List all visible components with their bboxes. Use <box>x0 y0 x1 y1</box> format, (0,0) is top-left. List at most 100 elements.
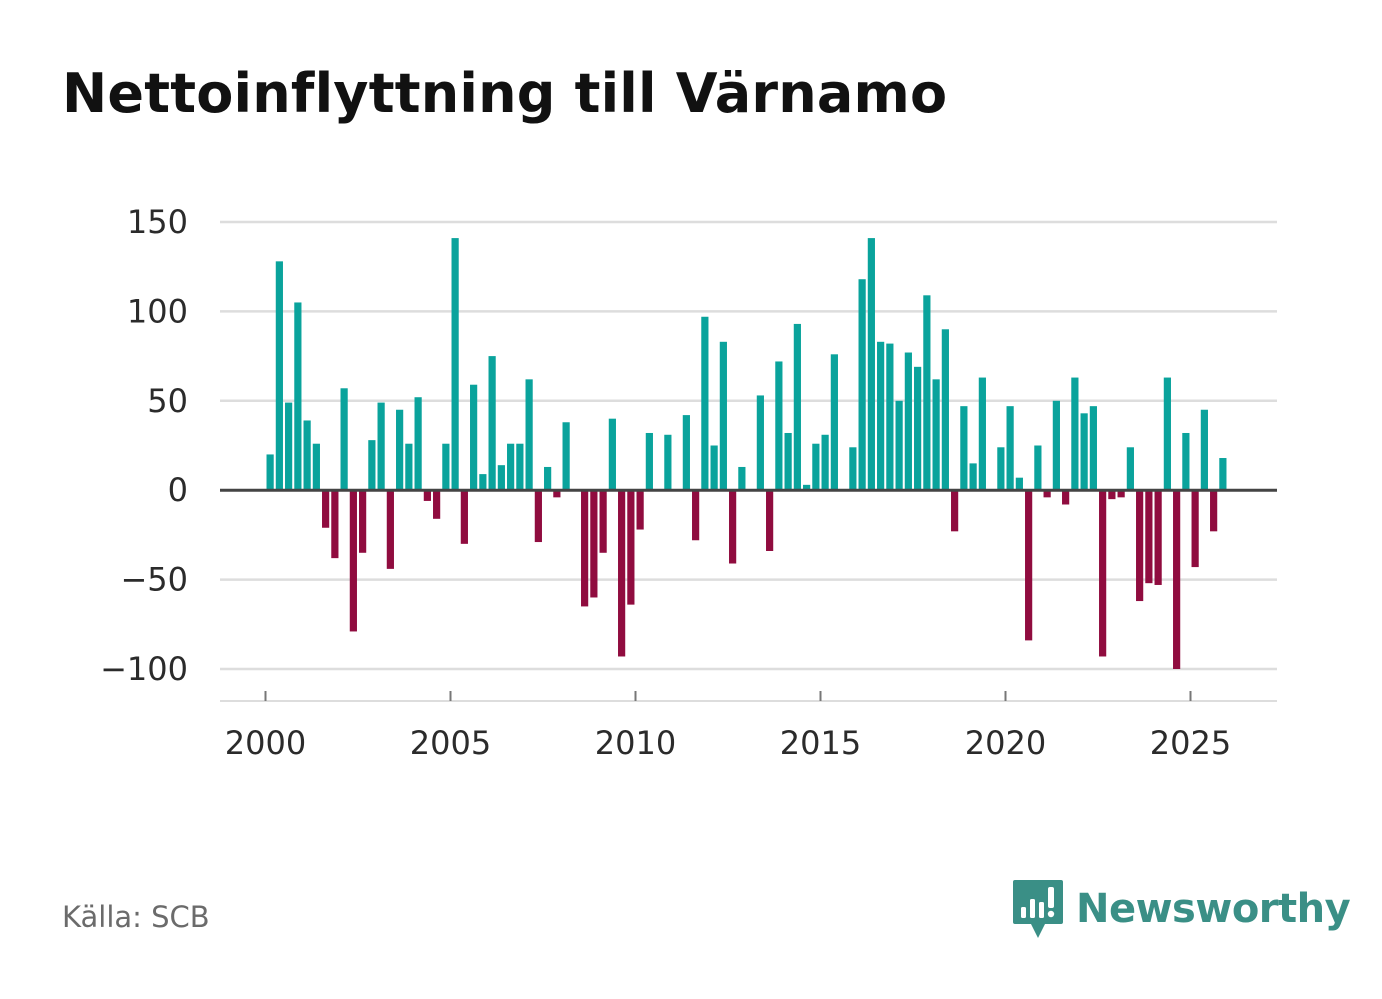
bar-positive <box>1015 477 1023 491</box>
bar-positive <box>1052 400 1060 491</box>
bar-negative <box>349 490 357 632</box>
bar-negative <box>1108 490 1116 500</box>
bar-negative <box>1173 490 1181 669</box>
bar-negative <box>534 490 542 543</box>
x-axis-tick-labels: 2000 2005 2010 2015 2020 2025 <box>225 724 1231 762</box>
bar-negative <box>692 490 700 541</box>
bar-positive <box>294 302 302 491</box>
bar-series <box>266 238 1227 669</box>
bar-positive <box>368 440 376 491</box>
bar-positive <box>682 415 690 491</box>
bar-positive <box>1126 447 1134 491</box>
y-tick-label: 100 <box>127 292 188 330</box>
bar-positive <box>414 397 422 491</box>
bar-positive <box>525 379 533 491</box>
bar-positive <box>849 447 857 491</box>
source-note: Källa: SCB <box>62 900 210 934</box>
bar-negative <box>636 490 644 530</box>
bar-positive <box>932 379 940 491</box>
bar-positive <box>507 443 515 491</box>
bar-negative <box>1154 490 1162 585</box>
x-axis <box>220 691 1277 702</box>
bar-positive <box>451 238 459 491</box>
bar-positive <box>756 395 764 491</box>
bar-positive <box>701 316 709 491</box>
bar-positive <box>830 354 838 491</box>
bar-positive <box>821 434 829 491</box>
bar-positive <box>479 474 487 491</box>
bar-negative <box>1099 490 1107 657</box>
bar-positive <box>710 445 718 491</box>
bar-negative <box>423 490 431 501</box>
bar-positive <box>497 465 505 491</box>
brand-logo: Newsworthy <box>1012 878 1351 940</box>
y-tick-label: 0 <box>168 471 188 509</box>
bar-positive <box>904 352 912 491</box>
bar-positive <box>645 432 653 491</box>
bar-negative <box>1117 490 1125 498</box>
bar-positive <box>858 279 866 491</box>
bar-positive <box>303 420 311 491</box>
bar-positive <box>470 384 478 491</box>
bar-positive <box>1163 377 1171 491</box>
bar-positive <box>544 466 552 491</box>
bar-negative <box>331 490 339 559</box>
bar-positive <box>1200 409 1208 491</box>
bar-negative <box>599 490 607 553</box>
bar-negative <box>729 490 737 564</box>
brand-name: Newsworthy <box>1076 886 1351 932</box>
bar-negative <box>581 490 589 607</box>
bar-positive <box>914 366 922 491</box>
y-tick-label: 50 <box>147 382 188 420</box>
bar-positive <box>775 361 783 491</box>
bar-positive <box>285 402 293 491</box>
bar-negative <box>590 490 598 598</box>
y-tick-label: 150 <box>127 203 188 241</box>
y-tick-label: −100 <box>100 650 188 688</box>
bar-negative <box>951 490 959 532</box>
bar-positive <box>664 434 672 491</box>
bar-positive <box>886 343 894 491</box>
bar-positive <box>377 402 385 491</box>
x-tick-label: 2025 <box>1150 724 1231 762</box>
bar-positive <box>793 323 801 491</box>
bar-negative <box>460 490 468 544</box>
bar-negative <box>1136 490 1144 602</box>
x-tick-label: 2020 <box>965 724 1046 762</box>
bar-positive <box>960 406 968 491</box>
bar-positive <box>923 295 931 491</box>
bar-positive <box>812 443 820 491</box>
bar-positive <box>396 409 404 491</box>
bar-positive <box>562 422 570 491</box>
bar-negative <box>1145 490 1153 584</box>
bar-positive <box>1089 406 1097 491</box>
bar-negative <box>1043 490 1051 498</box>
bar-chart-speech-bubble-icon <box>1013 880 1063 938</box>
x-tick-label: 2005 <box>410 724 491 762</box>
bar-negative <box>1191 490 1199 568</box>
bar-negative <box>627 490 635 605</box>
y-tick-label: −50 <box>120 561 188 599</box>
bar-positive <box>895 400 903 491</box>
chart-title: Nettoinflyttning till Värnamo <box>62 62 948 125</box>
bar-negative <box>433 490 441 519</box>
bar-positive <box>803 484 811 491</box>
x-tick-label: 2010 <box>595 724 676 762</box>
bar-positive <box>877 341 885 491</box>
bar-positive <box>516 443 524 491</box>
bar-positive <box>1219 458 1227 491</box>
bar-positive <box>312 443 320 491</box>
bar-negative <box>553 490 561 498</box>
bar-negative <box>322 490 330 528</box>
x-tick-label: 2000 <box>225 724 306 762</box>
bar-positive <box>275 261 283 491</box>
bar-negative <box>766 490 774 551</box>
bar-positive <box>941 329 949 491</box>
bar-negative <box>359 490 367 553</box>
bar-positive <box>1182 432 1190 491</box>
gridlines <box>220 220 1277 671</box>
bar-positive <box>1071 377 1079 491</box>
bar-negative <box>1025 490 1033 641</box>
bar-positive <box>1006 406 1014 491</box>
